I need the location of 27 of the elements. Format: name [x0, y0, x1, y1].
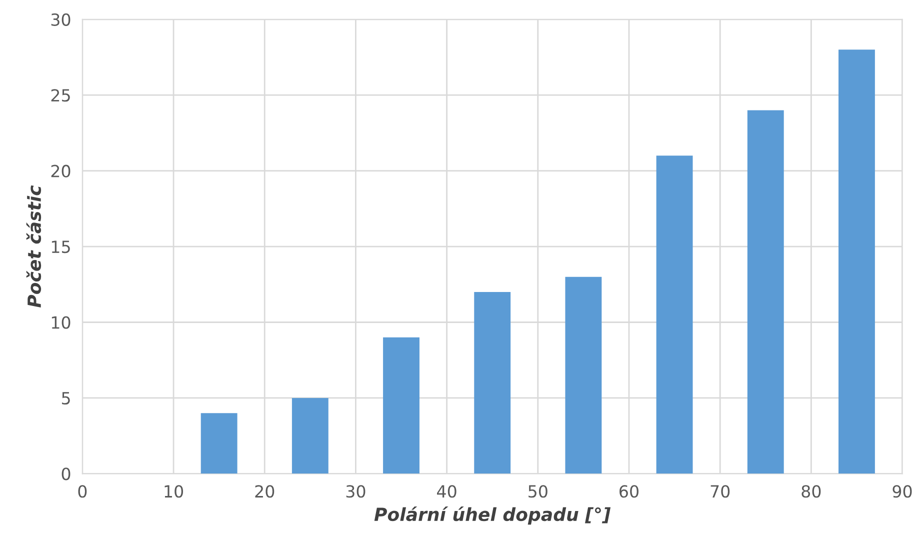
y-tick-label: 20: [51, 164, 70, 178]
y-tick-label: 30: [51, 13, 70, 26]
x-tick-label: 30: [346, 485, 366, 498]
x-tick-label: 40: [437, 485, 456, 498]
bar: [565, 276, 602, 474]
y-tick-label: 0: [62, 468, 70, 480]
x-tick-label: 80: [802, 485, 821, 498]
x-tick-label: 20: [255, 485, 274, 498]
x-tick-label: 0: [78, 485, 87, 498]
y-tick-label: 5: [62, 392, 70, 405]
bar: [200, 413, 238, 474]
y-tick-label: 25: [51, 89, 70, 102]
bar: [747, 110, 784, 474]
x-tick-label: 90: [892, 485, 912, 498]
bar: [656, 156, 693, 474]
y-axis-title: Počet částic: [26, 185, 42, 308]
y-tick-label: 15: [52, 240, 70, 254]
bar: [474, 292, 511, 474]
x-tick-label: 60: [620, 485, 638, 498]
bar: [838, 50, 875, 474]
x-tick-label: 10: [164, 485, 184, 498]
x-axis-title: Polární úhel dopadu [°]: [374, 506, 611, 525]
x-tick-label: 50: [528, 485, 548, 498]
x-tick-label: 70: [710, 485, 730, 498]
bar: [383, 337, 420, 474]
y-tick-label: 10: [52, 316, 70, 329]
bar: [292, 398, 328, 474]
